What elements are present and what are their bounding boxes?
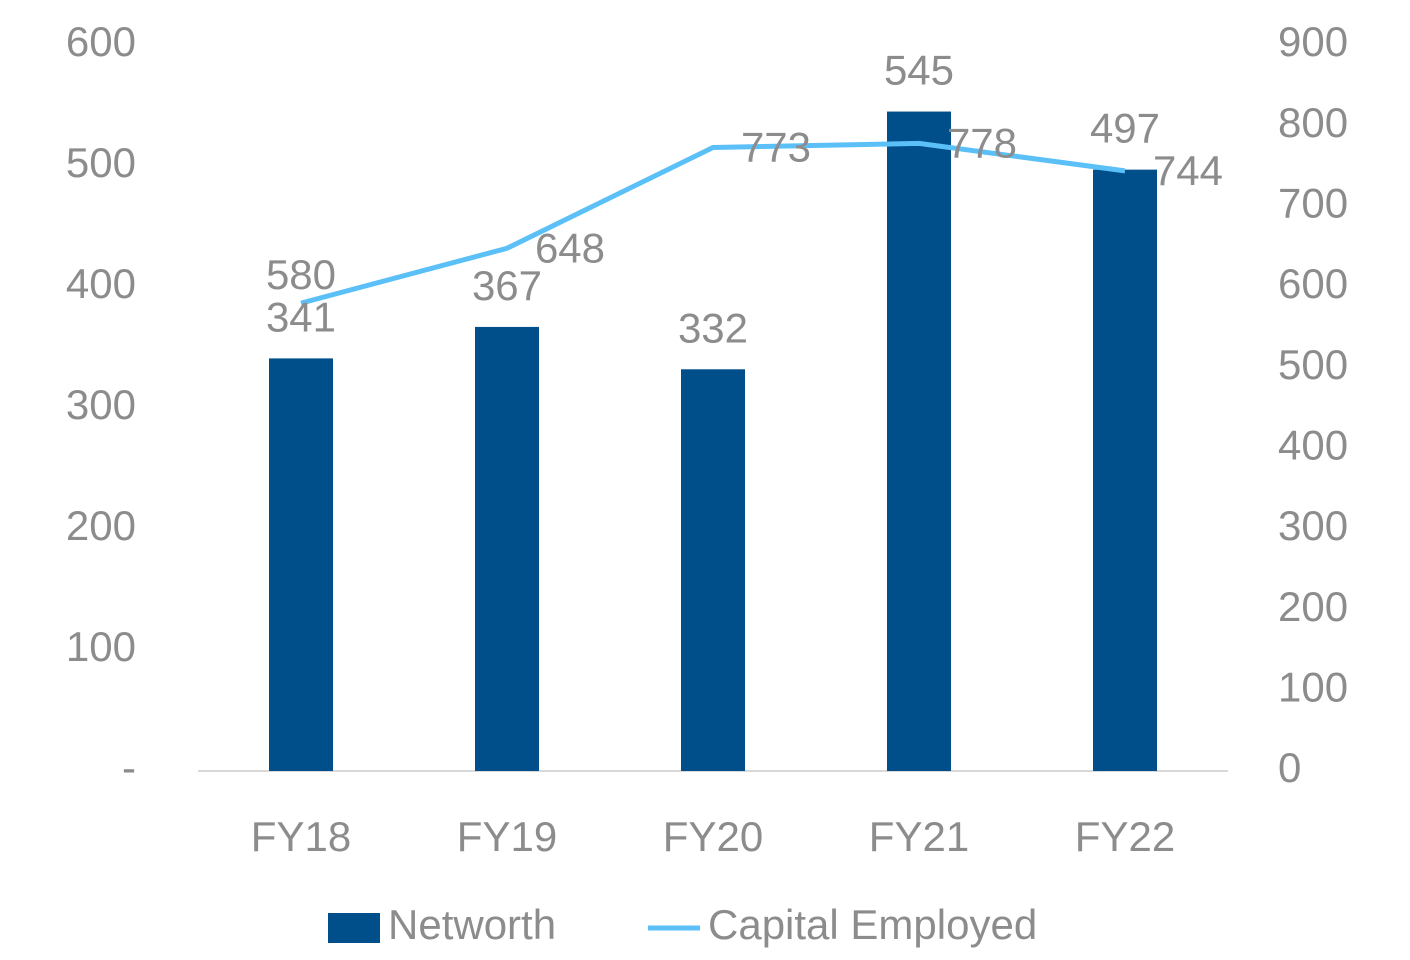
bar-label: 545 [884,47,954,94]
y2-tick-label: 500 [1278,341,1348,388]
bar [269,358,333,771]
y2-tick-label: 100 [1278,663,1348,710]
y-tick-label: 600 [66,18,136,65]
x-tick-label: FY21 [869,813,969,860]
line-label: 744 [1153,147,1223,194]
y-tick-label: 500 [66,139,136,186]
legend-label: Capital Employed [708,901,1037,948]
y2-tick-label: 0 [1278,744,1301,791]
bar [681,369,745,771]
bar [1093,169,1157,771]
bar-label: 332 [678,304,748,351]
y2-tick-label: 900 [1278,18,1348,65]
y-tick-label: 100 [66,623,136,670]
line-label: 580 [266,251,336,298]
line-label: 648 [535,224,605,271]
line [300,140,1126,306]
bar [887,111,951,772]
bar [475,326,539,771]
x-tick-label: FY18 [251,813,351,860]
y-tick-label: - [122,744,136,791]
x-tick-label: FY19 [457,813,557,860]
y2-tick-label: 400 [1278,421,1348,468]
legend-swatch [328,913,380,943]
x-tick-label: FY22 [1075,813,1175,860]
y-tick-label: 400 [66,260,136,307]
line-label: 778 [947,120,1017,167]
x-tick-label: FY20 [663,813,763,860]
y2-tick-label: 800 [1278,99,1348,146]
y2-tick-label: 200 [1278,583,1348,630]
y2-tick-label: 600 [1278,260,1348,307]
y2-tick-label: 700 [1278,179,1348,226]
y-tick-label: 300 [66,381,136,428]
bar-label: 497 [1090,105,1160,152]
bar-label: 367 [472,262,542,309]
y2-tick-label: 300 [1278,502,1348,549]
legend-label: Networth [388,901,556,948]
bar-label: 341 [266,293,336,340]
line-label: 773 [741,124,811,171]
y-tick-label: 200 [66,502,136,549]
